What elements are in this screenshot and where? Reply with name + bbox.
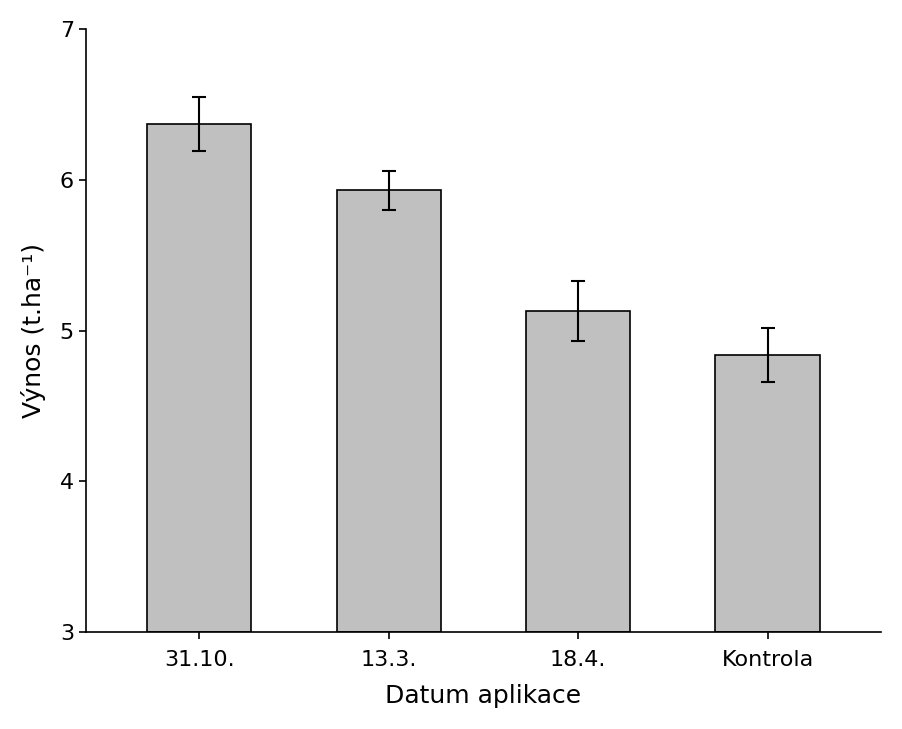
X-axis label: Datum aplikace: Datum aplikace (385, 685, 582, 708)
Bar (526, 311, 630, 632)
Bar (336, 190, 441, 632)
Bar (147, 124, 252, 632)
Bar (715, 355, 820, 632)
Y-axis label: Výnos (t.ha⁻¹): Výnos (t.ha⁻¹) (21, 243, 46, 418)
